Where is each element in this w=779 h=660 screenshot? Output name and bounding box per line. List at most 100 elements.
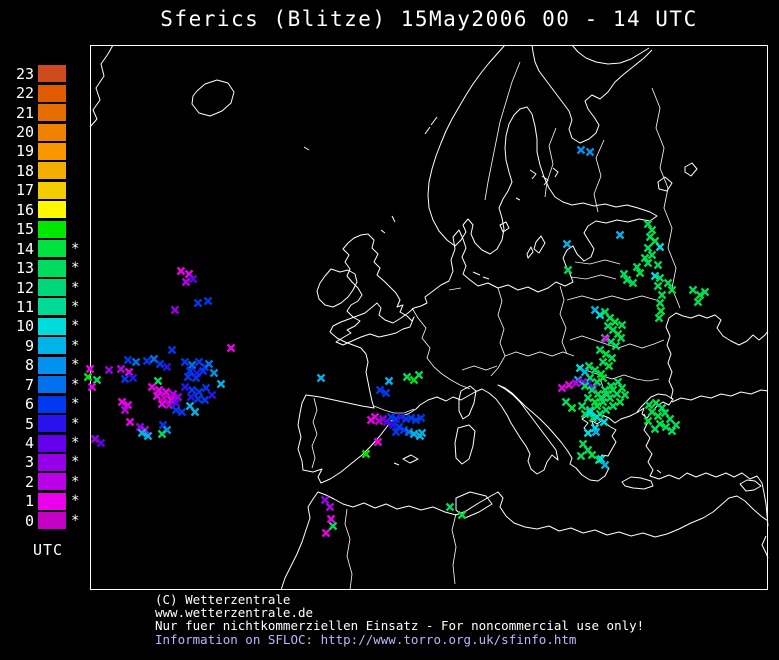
legend-color-swatch bbox=[38, 415, 66, 433]
strike-marker-hour-14 bbox=[610, 317, 620, 327]
footer-line: www.wetterzentrale.de bbox=[155, 605, 314, 621]
strike-marker-hour-14 bbox=[617, 383, 627, 393]
legend-color-swatch bbox=[38, 65, 66, 83]
strike-marker-hour-14 bbox=[457, 510, 467, 520]
lake-vanern bbox=[499, 221, 510, 233]
strike-marker-hour-1 bbox=[117, 397, 127, 407]
strike-marker-hour-13 bbox=[700, 287, 710, 297]
legend-color-swatch bbox=[38, 123, 66, 141]
legend-hour-label: 23 bbox=[15, 64, 34, 83]
strike-marker-hour-13 bbox=[663, 278, 673, 288]
strike-marker-hour-6 bbox=[177, 407, 187, 417]
strike-marker-hour-13 bbox=[445, 502, 455, 512]
strike-marker-hour-14 bbox=[667, 285, 677, 295]
strike-marker-hour-1 bbox=[557, 383, 567, 393]
footer-line: Nur fuer nichtkommerziellen Einsatz - Fo… bbox=[155, 618, 645, 634]
strike-marker-hour-14 bbox=[653, 411, 663, 421]
strike-marker-hour-6 bbox=[411, 415, 421, 425]
strike-marker-hour-1 bbox=[157, 399, 167, 409]
strike-marker-hour-13 bbox=[671, 420, 681, 430]
strike-marker-hour-6 bbox=[391, 414, 401, 424]
strike-marker-hour-2 bbox=[120, 405, 130, 415]
legend-hour-label: 10 bbox=[15, 317, 34, 336]
strike-marker-hour-14 bbox=[601, 349, 611, 359]
legend-row-hour-4: 4 * bbox=[0, 433, 85, 452]
strike-marker-hour-1 bbox=[154, 385, 164, 395]
strike-marker-hour-13 bbox=[598, 357, 608, 367]
strike-marker-hour-13 bbox=[643, 243, 653, 253]
strike-marker-hour-6 bbox=[187, 385, 197, 395]
strike-marker-hour-13 bbox=[595, 345, 605, 355]
strike-marker-hour-6 bbox=[386, 412, 396, 422]
border-baltics bbox=[570, 259, 621, 280]
strike-marker-hour-13 bbox=[584, 361, 594, 371]
strike-marker-hour-14 bbox=[640, 253, 650, 263]
coastline-black-sea-west bbox=[665, 312, 769, 400]
strike-marker-hour-4 bbox=[188, 274, 198, 284]
strike-marker-hour-9 bbox=[316, 373, 326, 383]
strike-marker-hour-1 bbox=[125, 417, 135, 427]
strike-marker-hour-1 bbox=[226, 343, 236, 353]
strike-marker-hour-2 bbox=[164, 400, 174, 410]
legend-row-hour-9: 9 * bbox=[0, 336, 85, 355]
strike-marker-hour-13 bbox=[693, 297, 703, 307]
strike-marker-hour-6 bbox=[171, 405, 181, 415]
strike-marker-hour-13 bbox=[661, 422, 671, 432]
coastline-levant-edge bbox=[761, 535, 769, 559]
strike-marker-hour-13 bbox=[157, 429, 167, 439]
legend-hour-label: 14 bbox=[15, 239, 34, 258]
legend-color-swatch bbox=[38, 376, 66, 394]
strike-marker-hour-13 bbox=[576, 451, 586, 461]
strike-marker-hour-13 bbox=[653, 260, 663, 270]
legend-row-hour-12: 12 * bbox=[0, 278, 85, 297]
strike-marker-hour-8 bbox=[209, 368, 219, 378]
legend-color-swatch bbox=[38, 201, 66, 219]
strike-marker-hour-3 bbox=[104, 365, 114, 375]
border-alps bbox=[461, 365, 498, 371]
strike-marker-hour-2 bbox=[116, 364, 126, 374]
legend-hour-label: 15 bbox=[15, 220, 34, 239]
legend-row-hour-3: 3 * bbox=[0, 453, 85, 472]
legend-star-marker: * bbox=[71, 279, 80, 296]
strike-marker-hour-1 bbox=[161, 387, 171, 397]
legend-hour-label: 8 bbox=[24, 356, 34, 375]
coastline-africa bbox=[280, 491, 769, 591]
strike-marker-hour-13 bbox=[607, 353, 617, 363]
strike-marker-hour-1 bbox=[85, 364, 95, 374]
legend-star-marker: * bbox=[71, 435, 80, 452]
lightning-markers bbox=[83, 145, 710, 538]
strike-marker-hour-8 bbox=[576, 145, 586, 155]
strike-marker-hour-14 bbox=[647, 225, 657, 235]
strike-marker-hour-3 bbox=[170, 305, 180, 315]
strike-marker-hour-13 bbox=[608, 401, 618, 411]
legend-color-swatch bbox=[38, 142, 66, 160]
legend-color-swatch bbox=[38, 104, 66, 122]
coastline-white-sea bbox=[531, 44, 653, 144]
border-russia-northeast bbox=[651, 87, 681, 309]
strike-marker-hour-5 bbox=[180, 382, 190, 392]
legend-row-hour-18: 18 bbox=[0, 161, 85, 180]
strike-marker-hour-6 bbox=[198, 366, 208, 376]
legend-hour-label: 16 bbox=[15, 200, 34, 219]
legend-hour-label: 13 bbox=[15, 259, 34, 278]
legend-row-hour-8: 8 * bbox=[0, 356, 85, 375]
strike-marker-hour-9 bbox=[600, 460, 610, 470]
legend-color-swatch bbox=[38, 240, 66, 258]
border-norway-sweden bbox=[484, 61, 521, 201]
border-portugal-spain bbox=[311, 397, 318, 469]
strike-marker-hour-13 bbox=[561, 397, 571, 407]
border-austria-hungary bbox=[504, 351, 575, 357]
legend-row-hour-20: 20 bbox=[0, 122, 85, 141]
strike-marker-hour-6 bbox=[120, 374, 130, 384]
legend-row-hour-6: 6 * bbox=[0, 394, 85, 413]
island-balearics bbox=[393, 454, 419, 466]
strike-marker-hour-5 bbox=[186, 392, 196, 402]
strike-marker-hour-10 bbox=[655, 242, 665, 252]
legend-star-marker: * bbox=[71, 260, 80, 277]
island-gotland bbox=[526, 235, 546, 259]
strike-marker-hour-13 bbox=[632, 262, 642, 272]
strike-marker-hour-10 bbox=[592, 412, 602, 422]
legend-hour-label: 19 bbox=[15, 142, 34, 161]
utc-label: UTC bbox=[33, 541, 64, 559]
strike-marker-hour-6 bbox=[391, 427, 401, 437]
